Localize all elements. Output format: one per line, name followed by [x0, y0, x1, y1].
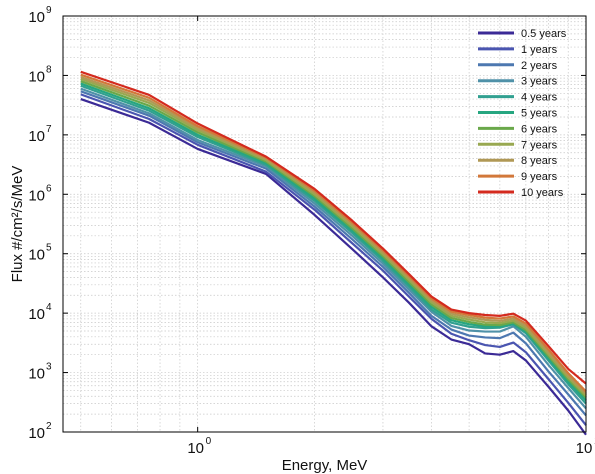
series-line-8 — [80, 75, 587, 395]
legend-label-6: 6 years — [521, 123, 558, 135]
y-tick-label: 10 — [28, 366, 45, 383]
legend-label-9: 9 years — [521, 171, 558, 183]
y-tick-label: 10 — [28, 247, 45, 264]
legend-label-5: 5 years — [521, 108, 558, 120]
legend-label-10: 10 years — [521, 187, 564, 199]
y-tick-exponent: 6 — [46, 183, 52, 194]
y-tick-label: 10 — [28, 128, 45, 145]
series-line-6 — [80, 80, 587, 399]
y-tick-exponent: 3 — [46, 362, 52, 373]
y-axis-title: Flux #/cm²/s/MeV — [9, 166, 26, 283]
series-layer — [80, 70, 587, 436]
legend-label-1: 1 years — [521, 44, 558, 56]
legend-label-4: 4 years — [521, 92, 558, 104]
series-line-10 — [80, 70, 587, 385]
legend-label-8: 8 years — [521, 155, 558, 167]
y-tick-exponent: 7 — [46, 124, 52, 135]
series-line-1 — [80, 93, 587, 426]
y-tick-exponent: 9 — [46, 5, 52, 16]
x-axis-title: Energy, MeV — [282, 457, 368, 474]
ticks-layer: 102103104105106107108109100101 — [28, 5, 595, 457]
y-tick-label: 10 — [28, 187, 45, 204]
y-tick-label: 10 — [28, 68, 45, 85]
y-tick-exponent: 8 — [46, 64, 52, 75]
series-line-2 — [80, 90, 587, 417]
y-tick-label: 10 — [28, 425, 45, 442]
y-tick-exponent: 4 — [46, 302, 52, 313]
x-tick-label: 10 — [187, 440, 204, 457]
x-tick-label: 10 — [576, 440, 593, 457]
series-line-7 — [80, 77, 587, 397]
x-tick-exponent: 0 — [206, 436, 212, 447]
legend-label-0: 0.5 years — [521, 28, 567, 40]
series-line-4 — [80, 84, 587, 405]
y-tick-exponent: 2 — [46, 421, 52, 432]
series-line-3 — [80, 87, 587, 410]
series-line-0 — [80, 98, 587, 436]
y-tick-label: 10 — [28, 9, 45, 26]
plot-frame — [62, 15, 587, 433]
legend-label-7: 7 years — [521, 139, 558, 151]
legend: 0.5 years 1 years 2 years 3 years 4 years 5 y… — [478, 28, 567, 199]
legend-label-3: 3 years — [521, 76, 558, 88]
y-tick-exponent: 5 — [46, 243, 52, 254]
legend-label-2: 2 years — [521, 60, 558, 72]
y-tick-label: 10 — [28, 306, 45, 323]
